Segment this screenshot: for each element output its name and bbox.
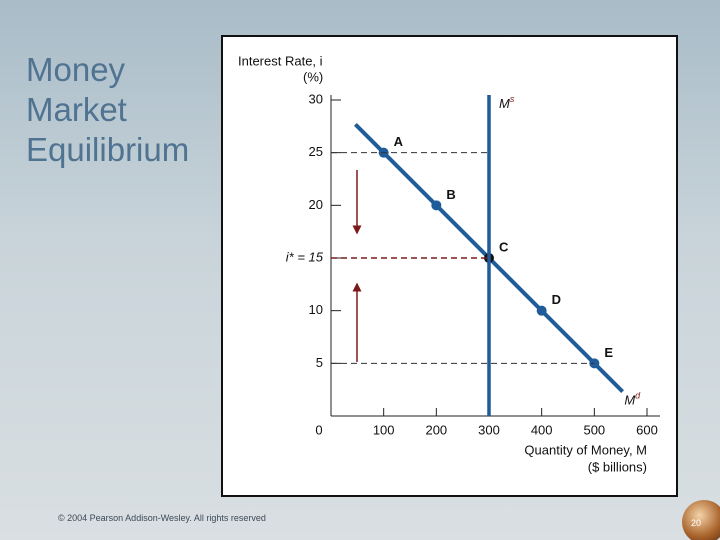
series-label: Md (624, 391, 641, 408)
point-label: A (394, 134, 404, 149)
x-axis-unit: ($ billions) (588, 459, 647, 474)
x-tick-label: 400 (531, 422, 553, 437)
y-tick-label: 20 (309, 197, 323, 212)
x-tick-label: 600 (636, 422, 658, 437)
x-tick-label: 0 (315, 422, 322, 437)
series-label: Ms (499, 94, 515, 111)
y-tick-label: 30 (309, 91, 323, 106)
page-number: 20 (691, 518, 702, 528)
series-label-main: M (499, 96, 510, 111)
series-label-sup: d (635, 391, 641, 401)
y-axis-label: Interest Rate, i (238, 53, 323, 68)
footer: © 2004 Pearson Addison-Wesley. All right… (58, 513, 266, 523)
x-tick-label: 300 (478, 422, 500, 437)
y-tick-label: 5 (316, 355, 323, 370)
y-tick-label: 10 (309, 302, 323, 317)
x-tick-label: 500 (583, 422, 605, 437)
series-label-main: M (624, 393, 635, 408)
y-tick-label: 25 (309, 144, 323, 159)
point (536, 305, 547, 316)
point-label: E (604, 345, 613, 360)
series-label-sup: s (510, 94, 515, 104)
x-axis-label: Quantity of Money, M (524, 442, 647, 457)
x-tick-label: 100 (373, 422, 395, 437)
point-label: D (552, 292, 561, 307)
chart-frame (221, 35, 678, 497)
slide-title: Money Market Equilibrium (26, 51, 190, 168)
point-label: C (499, 239, 509, 254)
x-tick-label: 200 (425, 422, 447, 437)
page-badge (682, 500, 720, 540)
point-label: B (446, 187, 455, 202)
y-axis-unit: (%) (303, 69, 323, 84)
y-tick-label: i* = 15 (286, 249, 324, 264)
point (431, 200, 442, 211)
